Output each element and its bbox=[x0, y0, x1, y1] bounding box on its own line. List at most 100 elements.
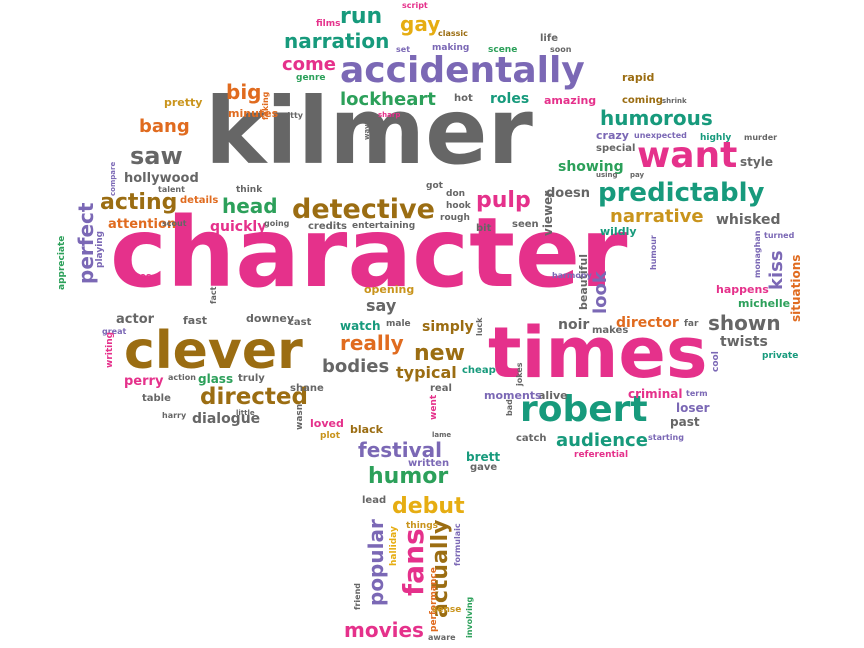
word-going: scout bbox=[162, 219, 187, 228]
word-yes: fact bbox=[209, 286, 218, 304]
word-scene: life bbox=[540, 33, 558, 44]
word-hollywood: hollywood bbox=[124, 171, 199, 186]
word-gave: gave bbox=[470, 462, 498, 473]
word-criminal: criminal bbox=[628, 387, 683, 401]
word-cheap: cheap bbox=[462, 365, 496, 376]
word-want: want bbox=[637, 135, 738, 176]
word-character: character bbox=[110, 197, 628, 309]
word-kiss: kiss bbox=[766, 250, 787, 290]
word-catch: catch bbox=[516, 433, 547, 444]
word-table: table bbox=[142, 393, 171, 404]
word-detective: detective bbox=[292, 194, 435, 225]
word-movies: movies bbox=[344, 618, 424, 642]
word-term: private bbox=[762, 351, 799, 361]
word-aware: aware bbox=[428, 633, 456, 642]
word-amazing: amazing bbox=[544, 94, 597, 107]
word-humour: pay bbox=[630, 171, 645, 179]
word-sharp: turned bbox=[764, 231, 795, 240]
word-popular: popular bbox=[364, 519, 388, 606]
word-genre: hot bbox=[454, 93, 473, 104]
word-jokes: luck bbox=[475, 317, 484, 337]
word-coming: coming bbox=[622, 95, 663, 106]
word-bit: bit bbox=[476, 223, 492, 234]
word-lame: went bbox=[429, 394, 439, 420]
word-classic: script bbox=[402, 1, 428, 10]
word-brett: brett bbox=[466, 450, 501, 464]
word-set: making bbox=[432, 43, 470, 53]
word-roles: roles bbox=[490, 91, 530, 107]
word-head: head bbox=[222, 194, 278, 218]
word-credits: credits bbox=[308, 221, 347, 232]
word-debut: debut bbox=[392, 494, 465, 519]
word-male: male bbox=[386, 319, 411, 329]
word-festival: festival bbox=[358, 438, 442, 462]
word-turned: humour bbox=[649, 235, 658, 270]
word-playing: playing bbox=[95, 230, 105, 268]
word-humorous: humorous bbox=[600, 106, 713, 130]
word-times: times bbox=[488, 312, 708, 394]
word-special: special bbox=[596, 143, 636, 154]
word-script: scene bbox=[488, 45, 518, 55]
word-don: don bbox=[446, 189, 466, 199]
word-went: bad bbox=[505, 399, 514, 416]
word-halliday: halliday bbox=[389, 526, 399, 566]
word-cast: cast bbox=[288, 317, 312, 328]
word-details: think bbox=[236, 185, 263, 195]
word-look: look bbox=[590, 271, 611, 314]
word-hot: films bbox=[316, 19, 341, 29]
word-involving: involving bbox=[465, 596, 474, 638]
word-humor: humor bbox=[368, 464, 449, 489]
word-pay: highly bbox=[700, 133, 732, 143]
word-way: sharp bbox=[378, 111, 401, 119]
word-real: real bbox=[430, 383, 452, 394]
word-crazy: crazy bbox=[596, 129, 629, 142]
word-truly: truly bbox=[238, 373, 265, 384]
word-bad: far bbox=[684, 319, 699, 329]
word-makes: starting bbox=[648, 433, 684, 442]
word-perry: perry bbox=[124, 374, 164, 389]
word-twists: twists bbox=[720, 334, 768, 350]
word-compare: compare bbox=[109, 161, 117, 196]
word-accidentally: accidentally bbox=[340, 50, 585, 91]
word-entertaining: entertaining bbox=[352, 221, 416, 231]
word-quickly: quickly bbox=[210, 219, 267, 235]
word-new: new bbox=[414, 341, 465, 366]
word-happens: happens bbox=[716, 283, 769, 296]
word-murder: unexpected bbox=[634, 131, 687, 140]
word-fast: fast bbox=[183, 314, 208, 327]
word-showing: showing bbox=[558, 159, 624, 175]
word-far: makes bbox=[592, 325, 629, 336]
word-say: say bbox=[366, 296, 397, 315]
word-fans: fans bbox=[397, 528, 430, 596]
word-appreciate: appreciate bbox=[57, 235, 67, 290]
word-downey: downey bbox=[246, 312, 295, 325]
word-hook: hook bbox=[446, 201, 471, 211]
word-michelle: michelle bbox=[738, 297, 791, 310]
word-cool: cool bbox=[711, 351, 721, 372]
word-director: director bbox=[616, 315, 679, 331]
word-using: murder bbox=[744, 133, 778, 142]
word-loser: loser bbox=[676, 401, 710, 415]
word-plot: wasn bbox=[295, 403, 305, 430]
word-alive: alive bbox=[538, 389, 568, 402]
word-referential: referential bbox=[574, 450, 629, 460]
word-pretty: pretty bbox=[164, 96, 203, 109]
word-great: writing bbox=[105, 331, 115, 368]
word-shane: shane bbox=[290, 383, 324, 394]
word-seen: seen bbox=[512, 219, 539, 230]
word-lockheart: lockheart bbox=[340, 89, 436, 110]
word-clever: clever bbox=[124, 321, 303, 381]
word-doesn: doesn bbox=[546, 186, 591, 201]
word-bodies: bodies bbox=[322, 356, 390, 377]
word-typical: typical bbox=[396, 363, 457, 382]
word-opening: opening bbox=[364, 283, 415, 296]
word-perfect: perfect bbox=[74, 202, 98, 284]
word-acting: acting bbox=[100, 190, 178, 215]
word-come: come bbox=[282, 54, 336, 75]
word-wasn: lame bbox=[432, 431, 452, 439]
word-beautiful: beautiful bbox=[577, 253, 590, 310]
word-making: classic bbox=[438, 29, 468, 38]
word-actor: actor bbox=[116, 312, 155, 327]
word-moments: moments bbox=[484, 389, 542, 402]
word-directed: directed bbox=[200, 384, 308, 410]
